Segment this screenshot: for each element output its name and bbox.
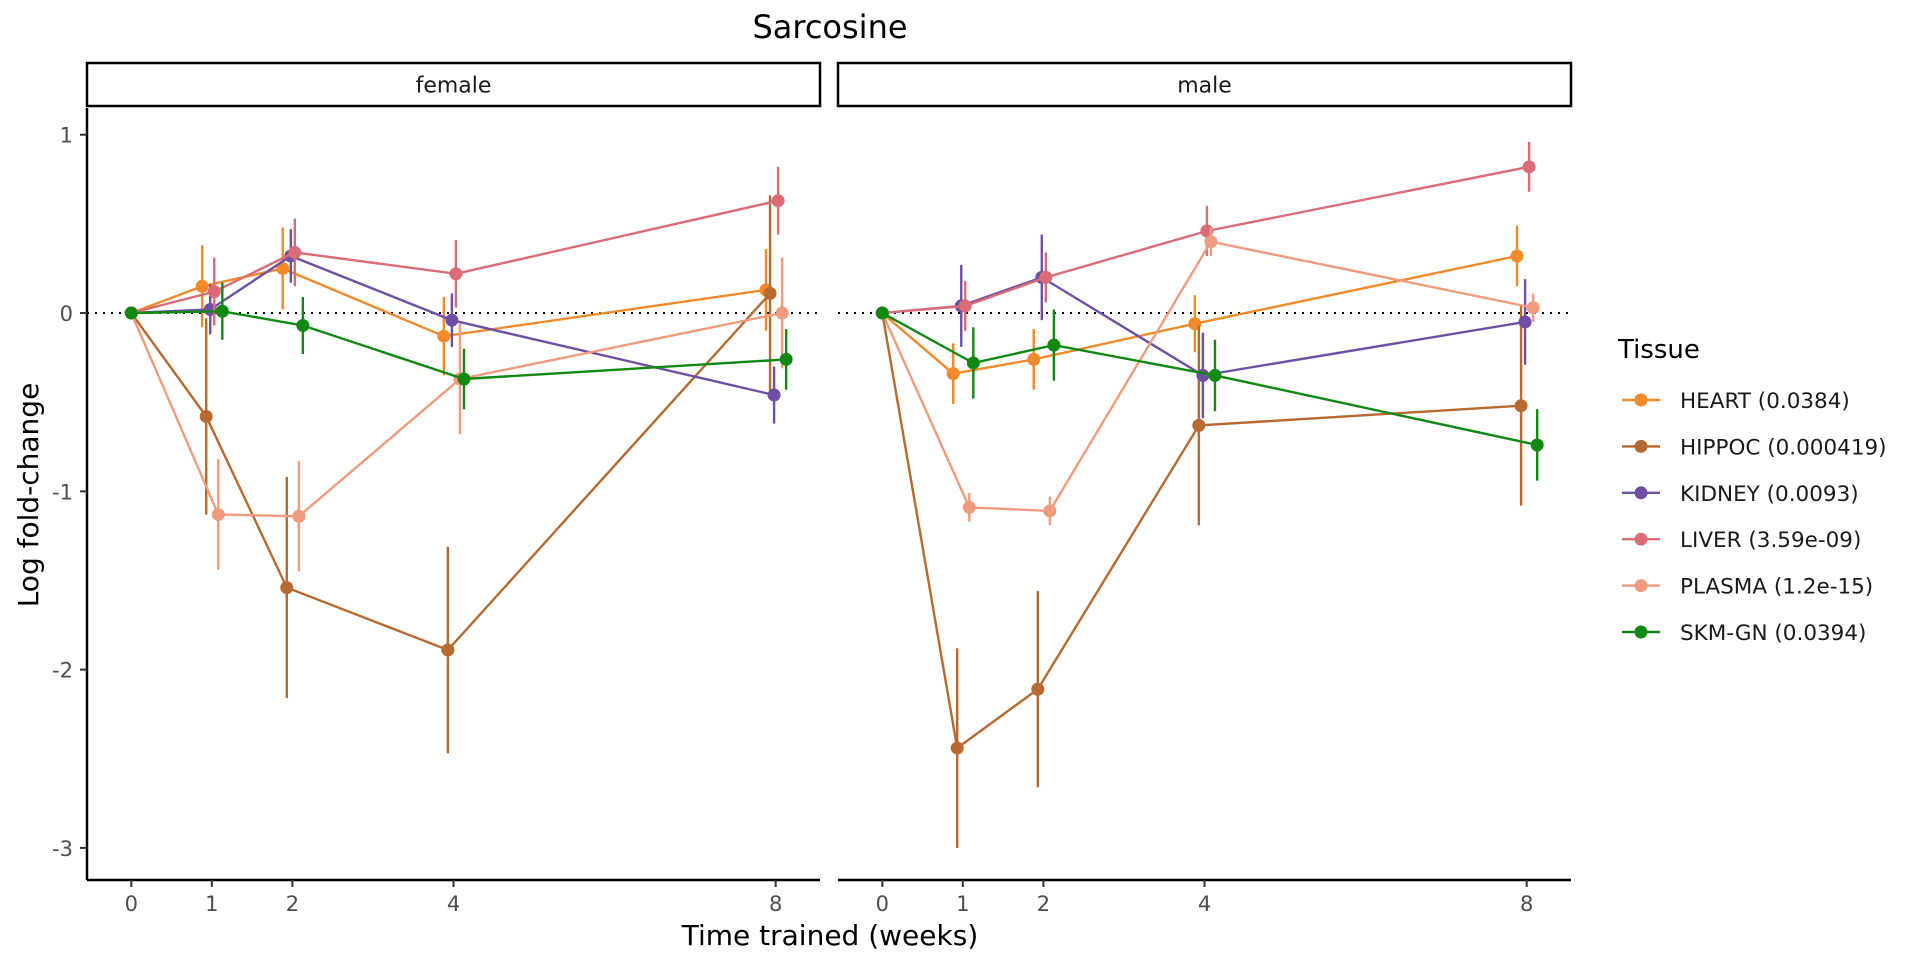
legend-item-PLASMA: PLASMA (1.2e-15) bbox=[1622, 575, 1873, 600]
data-point-PLASMA bbox=[962, 500, 976, 514]
data-point-LIVER bbox=[1039, 270, 1053, 284]
legend-label: SKM-GN (0.0394) bbox=[1680, 621, 1866, 646]
series-SKM-GN bbox=[124, 282, 793, 410]
data-point-HIPPOC bbox=[950, 741, 964, 755]
data-point-LIVER bbox=[207, 285, 221, 299]
x-axis-title: Time trained (weeks) bbox=[681, 919, 979, 952]
chart-title: Sarcosine bbox=[752, 8, 907, 46]
data-point-SKM-GN bbox=[457, 372, 471, 386]
data-point-SKM-GN bbox=[124, 306, 138, 320]
data-point-HIPPOC bbox=[441, 643, 455, 657]
legend-item-LIVER: LIVER (3.59e-09) bbox=[1622, 528, 1861, 553]
legend-marker bbox=[1634, 393, 1648, 407]
x-tick-label: 4 bbox=[447, 892, 460, 916]
legend-label: HIPPOC (0.000419) bbox=[1680, 435, 1887, 460]
data-point-KIDNEY bbox=[445, 313, 459, 327]
x-tick-label: 0 bbox=[876, 892, 889, 916]
strip-label: male bbox=[1177, 74, 1232, 99]
data-point-KIDNEY bbox=[1196, 368, 1210, 382]
data-point-PLASMA bbox=[292, 509, 306, 523]
data-point-HEART bbox=[946, 367, 960, 381]
data-point-SKM-GN bbox=[966, 356, 980, 370]
data-point-PLASMA bbox=[1526, 301, 1540, 315]
data-point-HEART bbox=[437, 329, 451, 343]
y-axis-title: Log fold-change bbox=[12, 383, 45, 608]
strip-male bbox=[836, 61, 1573, 108]
data-point-KIDNEY bbox=[1518, 315, 1532, 329]
legend-marker bbox=[1634, 625, 1648, 639]
legend-item-HEART: HEART (0.0384) bbox=[1622, 389, 1850, 414]
legend-label: HEART (0.0384) bbox=[1680, 389, 1850, 414]
x-tick-label: 1 bbox=[205, 892, 218, 916]
data-point-SKM-GN bbox=[1208, 368, 1222, 382]
data-point-SKM-GN bbox=[1047, 338, 1061, 352]
data-point-SKM-GN bbox=[296, 319, 310, 333]
data-point-SKM-GN bbox=[779, 352, 793, 366]
x-tick-label: 2 bbox=[286, 892, 299, 916]
x-tick-label: 1 bbox=[956, 892, 969, 916]
strip-female bbox=[85, 61, 822, 108]
legend-marker bbox=[1634, 486, 1648, 500]
data-point-LIVER bbox=[1522, 160, 1536, 174]
legend-marker bbox=[1634, 579, 1648, 593]
x-tick-label: 4 bbox=[1198, 892, 1211, 916]
data-point-HEART bbox=[1510, 249, 1524, 263]
data-point-HEART bbox=[195, 279, 209, 293]
data-point-PLASMA bbox=[1204, 235, 1218, 249]
series-HIPPOC bbox=[875, 305, 1528, 848]
data-point-PLASMA bbox=[1043, 504, 1057, 518]
data-point-HIPPOC bbox=[280, 581, 294, 595]
legend-item-SKM-GN: SKM-GN (0.0394) bbox=[1622, 621, 1866, 646]
x-tick-label: 8 bbox=[1520, 892, 1533, 916]
legend-item-HIPPOC: HIPPOC (0.000419) bbox=[1622, 435, 1887, 460]
series-line-PLASMA bbox=[130, 311, 783, 518]
y-tick-label: -3 bbox=[52, 837, 73, 861]
data-point-HIPPOC bbox=[1514, 399, 1528, 413]
data-point-HIPPOC bbox=[1192, 418, 1206, 432]
data-point-SKM-GN bbox=[875, 306, 889, 320]
x-tick-label: 0 bbox=[125, 892, 138, 916]
panel-male: male 0 1 2 4 8 bbox=[836, 61, 1573, 916]
legend: Tissue HEART (0.0384) HIPPOC (0.000419) KI… bbox=[1617, 335, 1887, 646]
data-point-LIVER bbox=[288, 245, 302, 259]
legend-label: KIDNEY (0.0093) bbox=[1680, 482, 1859, 507]
strip-label: female bbox=[416, 74, 492, 99]
series-HIPPOC bbox=[124, 195, 777, 754]
y-tick-label: -1 bbox=[52, 480, 73, 504]
data-point-KIDNEY bbox=[767, 388, 781, 402]
data-point-PLASMA bbox=[775, 306, 789, 320]
legend-marker bbox=[1634, 532, 1648, 546]
data-point-LIVER bbox=[449, 267, 463, 281]
legend-item-KIDNEY: KIDNEY (0.0093) bbox=[1622, 482, 1859, 507]
data-point-SKM-GN bbox=[1530, 438, 1544, 452]
panel-female: female 1 0 -1 -2 -3 0 1 2 4 8 bbox=[52, 61, 822, 916]
legend-title: Tissue bbox=[1617, 335, 1700, 365]
data-point-HIPPOC bbox=[763, 286, 777, 300]
series-PLASMA bbox=[875, 227, 1540, 526]
data-point-LIVER bbox=[771, 194, 785, 208]
x-tick-label: 8 bbox=[769, 892, 782, 916]
legend-label: PLASMA (1.2e-15) bbox=[1680, 575, 1873, 600]
legend-marker bbox=[1634, 439, 1648, 453]
series-LIVER bbox=[875, 141, 1536, 331]
data-point-HEART bbox=[1027, 352, 1041, 366]
data-point-HIPPOC bbox=[199, 409, 213, 423]
data-point-PLASMA bbox=[211, 508, 225, 522]
data-point-LIVER bbox=[958, 299, 972, 313]
y-tick-label: 1 bbox=[60, 124, 73, 148]
panels-layer: female 1 0 -1 -2 -3 0 1 2 4 8 male 0 1 2 4 8 bbox=[52, 61, 1573, 916]
data-point-HIPPOC bbox=[1031, 682, 1045, 696]
y-tick-label: -2 bbox=[52, 659, 73, 683]
data-point-SKM-GN bbox=[215, 304, 229, 318]
legend-label: LIVER (3.59e-09) bbox=[1680, 528, 1861, 553]
series-SKM-GN bbox=[875, 306, 1544, 481]
y-tick-label: 0 bbox=[60, 302, 73, 326]
series-line-HEART bbox=[130, 267, 767, 338]
data-point-HEART bbox=[276, 261, 290, 275]
x-tick-label: 2 bbox=[1037, 892, 1050, 916]
